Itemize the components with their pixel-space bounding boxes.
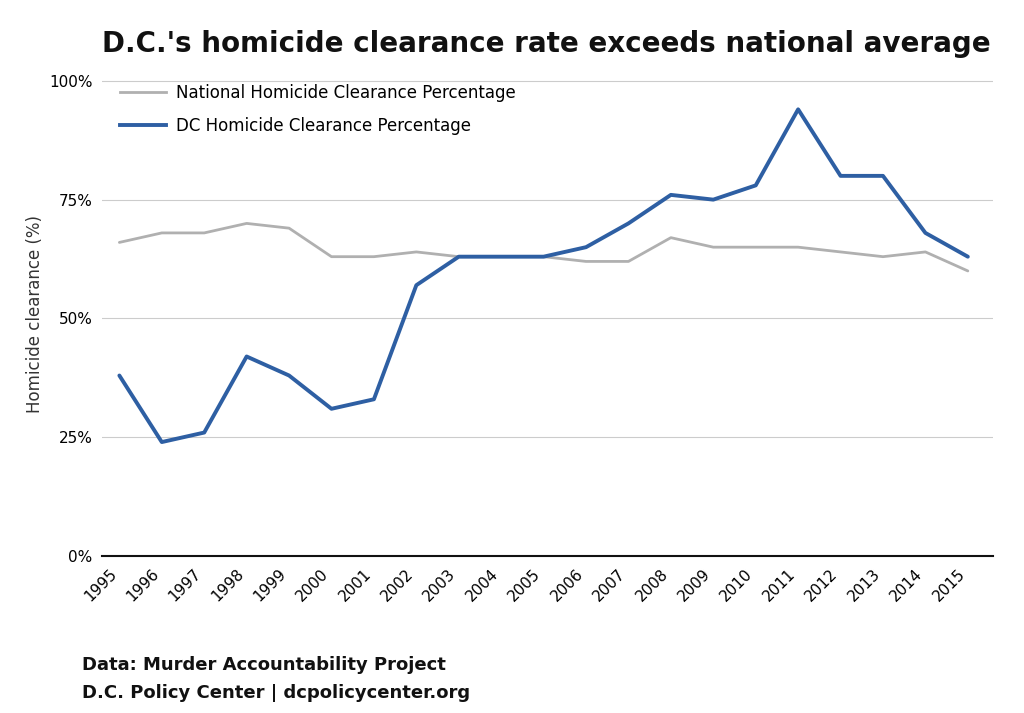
DC Homicide Clearance Percentage	[326, 404, 338, 413]
DC Homicide Clearance Percentage	[665, 190, 677, 199]
National Homicide Clearance Percentage	[665, 233, 677, 242]
DC Homicide Clearance Percentage	[453, 252, 465, 261]
National Homicide Clearance Percentage	[962, 267, 974, 275]
Line: National Homicide Clearance Percentage: National Homicide Clearance Percentage	[120, 223, 968, 271]
DC Homicide Clearance Percentage	[877, 172, 889, 180]
National Homicide Clearance Percentage	[156, 229, 168, 237]
National Homicide Clearance Percentage	[877, 252, 889, 261]
National Homicide Clearance Percentage	[114, 238, 126, 247]
DC Homicide Clearance Percentage	[623, 219, 635, 227]
Legend: National Homicide Clearance Percentage, DC Homicide Clearance Percentage: National Homicide Clearance Percentage, …	[120, 84, 516, 135]
Y-axis label: Homicide clearance (%): Homicide clearance (%)	[26, 215, 44, 413]
National Homicide Clearance Percentage	[792, 243, 804, 252]
National Homicide Clearance Percentage	[750, 243, 762, 252]
DC Homicide Clearance Percentage	[283, 371, 295, 380]
National Homicide Clearance Percentage	[920, 247, 932, 256]
Text: Data: Murder Accountability Project: Data: Murder Accountability Project	[82, 656, 445, 674]
DC Homicide Clearance Percentage	[962, 252, 974, 261]
National Homicide Clearance Percentage	[580, 257, 592, 266]
DC Homicide Clearance Percentage	[750, 181, 762, 190]
National Homicide Clearance Percentage	[453, 252, 465, 261]
Text: D.C. Policy Center | dcpolicycenter.org: D.C. Policy Center | dcpolicycenter.org	[82, 684, 470, 702]
National Homicide Clearance Percentage	[326, 252, 338, 261]
National Homicide Clearance Percentage	[538, 252, 550, 261]
DC Homicide Clearance Percentage	[198, 429, 210, 437]
DC Homicide Clearance Percentage	[708, 195, 720, 204]
DC Homicide Clearance Percentage	[411, 281, 423, 289]
National Homicide Clearance Percentage	[241, 219, 253, 227]
DC Homicide Clearance Percentage	[241, 352, 253, 361]
DC Homicide Clearance Percentage	[792, 105, 804, 113]
DC Homicide Clearance Percentage	[835, 172, 847, 180]
DC Homicide Clearance Percentage	[114, 371, 126, 380]
DC Homicide Clearance Percentage	[580, 243, 592, 252]
DC Homicide Clearance Percentage	[495, 252, 507, 261]
National Homicide Clearance Percentage	[495, 252, 507, 261]
DC Homicide Clearance Percentage	[368, 395, 380, 404]
DC Homicide Clearance Percentage	[538, 252, 550, 261]
DC Homicide Clearance Percentage	[920, 229, 932, 237]
National Homicide Clearance Percentage	[411, 247, 423, 256]
National Homicide Clearance Percentage	[198, 229, 210, 237]
Line: DC Homicide Clearance Percentage: DC Homicide Clearance Percentage	[120, 109, 968, 442]
National Homicide Clearance Percentage	[708, 243, 720, 252]
National Homicide Clearance Percentage	[835, 247, 847, 256]
DC Homicide Clearance Percentage	[156, 438, 168, 446]
National Homicide Clearance Percentage	[368, 252, 380, 261]
National Homicide Clearance Percentage	[623, 257, 635, 266]
Text: D.C.'s homicide clearance rate exceeds national average: D.C.'s homicide clearance rate exceeds n…	[102, 30, 991, 58]
National Homicide Clearance Percentage	[283, 224, 295, 232]
